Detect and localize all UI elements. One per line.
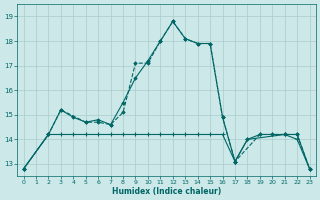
- X-axis label: Humidex (Indice chaleur): Humidex (Indice chaleur): [112, 187, 221, 196]
